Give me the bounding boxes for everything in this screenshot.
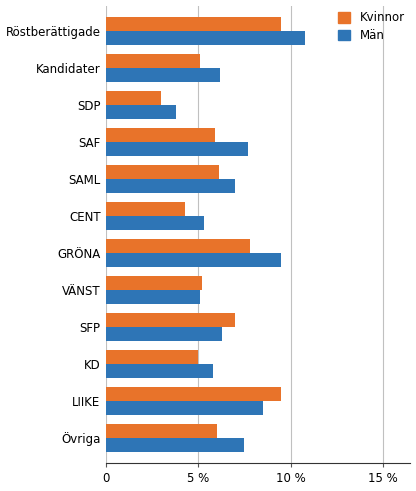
Bar	[106, 239, 250, 253]
Bar	[106, 31, 305, 46]
Legend: Kvinnor, Män: Kvinnor, Män	[334, 7, 409, 47]
Bar	[106, 202, 186, 216]
Bar	[106, 17, 281, 31]
Bar	[106, 313, 235, 327]
Bar	[106, 424, 217, 437]
Bar	[106, 386, 281, 401]
Bar	[106, 142, 248, 156]
Bar	[106, 253, 281, 267]
Bar	[106, 401, 263, 415]
Bar	[106, 364, 213, 378]
Bar	[106, 216, 204, 230]
Bar	[106, 437, 245, 452]
Bar	[106, 165, 219, 179]
Bar	[106, 350, 198, 364]
Bar	[106, 276, 202, 290]
Bar	[106, 327, 222, 341]
Bar	[106, 91, 161, 105]
Bar	[106, 290, 200, 304]
Bar	[106, 179, 235, 193]
Bar	[106, 55, 200, 68]
Bar	[106, 105, 176, 119]
Bar	[106, 68, 220, 82]
Bar	[106, 128, 215, 142]
